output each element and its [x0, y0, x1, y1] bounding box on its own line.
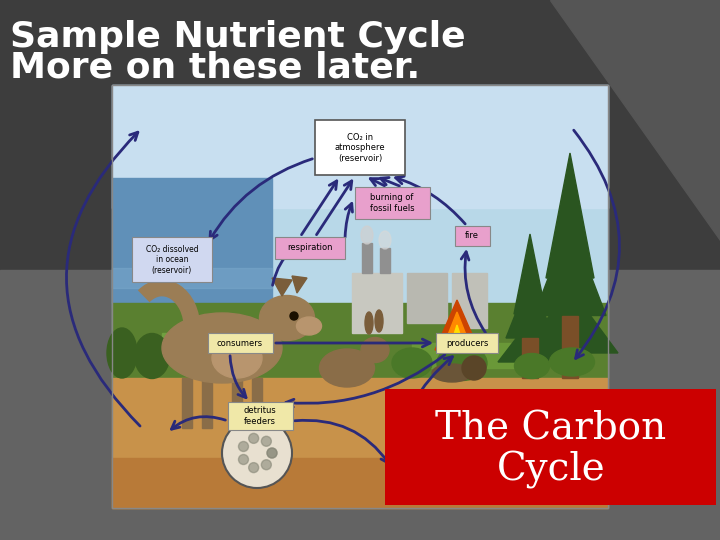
Bar — [112, 378, 608, 508]
Bar — [275, 237, 345, 259]
Text: Sample Nutrient Cycle: Sample Nutrient Cycle — [10, 20, 466, 54]
Ellipse shape — [375, 310, 383, 332]
Circle shape — [222, 418, 292, 488]
Ellipse shape — [135, 334, 169, 379]
Bar — [0, 0, 720, 270]
Bar — [362, 243, 372, 273]
Bar — [112, 85, 608, 378]
Ellipse shape — [212, 338, 262, 378]
Bar — [112, 178, 272, 308]
Circle shape — [238, 442, 248, 451]
Polygon shape — [550, 0, 720, 240]
Circle shape — [290, 312, 298, 320]
Bar — [355, 187, 430, 219]
Circle shape — [267, 448, 277, 458]
Ellipse shape — [549, 348, 595, 376]
Text: CO₂ in
atmosphere
(reservoir): CO₂ in atmosphere (reservoir) — [335, 133, 385, 163]
Ellipse shape — [162, 313, 282, 383]
Bar — [412, 343, 532, 368]
Text: detritus
feeders: detritus feeders — [243, 406, 276, 426]
Circle shape — [261, 460, 271, 470]
Bar — [252, 378, 262, 428]
Circle shape — [248, 434, 258, 443]
Circle shape — [248, 463, 258, 472]
Polygon shape — [498, 320, 562, 362]
Polygon shape — [292, 276, 307, 293]
Ellipse shape — [379, 231, 391, 249]
Ellipse shape — [320, 349, 374, 387]
Polygon shape — [442, 312, 472, 350]
Bar — [112, 458, 608, 508]
Circle shape — [238, 455, 248, 464]
Polygon shape — [522, 288, 618, 353]
Bar — [562, 315, 578, 378]
Bar — [228, 402, 293, 430]
Ellipse shape — [392, 348, 432, 378]
Bar — [455, 226, 490, 246]
Bar — [0, 270, 720, 540]
Bar — [352, 273, 402, 333]
Bar — [162, 333, 242, 363]
Ellipse shape — [297, 317, 322, 335]
Bar — [522, 338, 538, 378]
Ellipse shape — [107, 328, 137, 378]
Polygon shape — [506, 277, 554, 338]
Circle shape — [267, 448, 277, 458]
Bar — [112, 85, 608, 508]
Polygon shape — [449, 325, 465, 350]
Circle shape — [462, 356, 486, 380]
Bar — [112, 85, 608, 208]
Bar — [315, 120, 405, 175]
Text: Cycle: Cycle — [496, 451, 606, 489]
Text: respiration: respiration — [287, 244, 333, 253]
Ellipse shape — [432, 364, 472, 382]
Bar — [407, 273, 447, 323]
Bar — [452, 273, 487, 328]
Bar — [182, 378, 192, 428]
Bar — [208, 333, 273, 353]
Text: burning of
fossil fuels: burning of fossil fuels — [369, 193, 414, 213]
Bar — [385, 389, 716, 505]
Text: producers: producers — [446, 339, 488, 348]
Ellipse shape — [361, 338, 389, 362]
Circle shape — [261, 436, 271, 446]
Polygon shape — [534, 220, 606, 315]
Text: More on these later.: More on these later. — [10, 50, 420, 84]
Polygon shape — [546, 153, 594, 278]
Text: fire: fire — [465, 232, 479, 240]
Ellipse shape — [515, 354, 549, 379]
Ellipse shape — [437, 346, 487, 381]
Ellipse shape — [361, 226, 373, 244]
Polygon shape — [435, 300, 479, 350]
Bar — [112, 268, 272, 288]
Text: consumers: consumers — [217, 339, 263, 348]
Polygon shape — [272, 278, 292, 296]
Ellipse shape — [259, 295, 315, 341]
Bar — [132, 237, 212, 282]
Bar — [380, 248, 390, 273]
Bar — [112, 303, 608, 383]
Bar — [202, 378, 212, 428]
Ellipse shape — [365, 312, 373, 334]
Bar — [232, 378, 242, 428]
Bar — [436, 333, 498, 353]
Text: CO₂ dissolved
in ocean
(reservoir): CO₂ dissolved in ocean (reservoir) — [145, 245, 198, 275]
Text: The Carbon: The Carbon — [435, 411, 667, 448]
Polygon shape — [514, 234, 546, 314]
